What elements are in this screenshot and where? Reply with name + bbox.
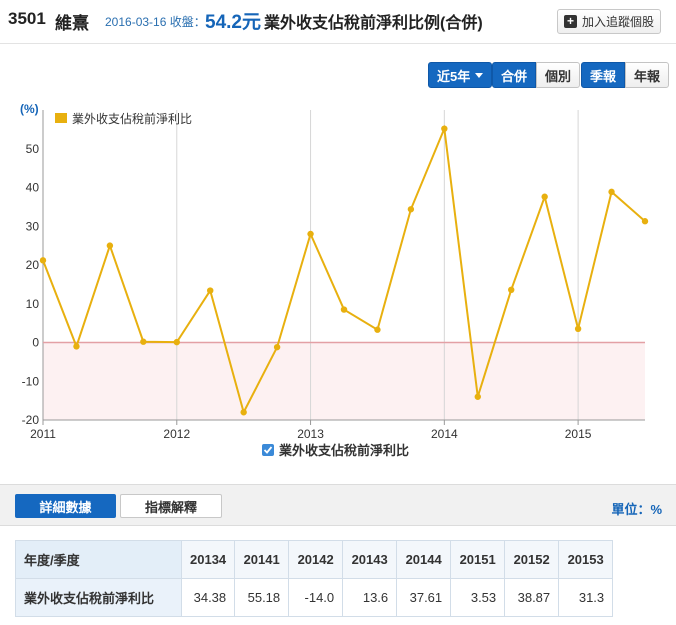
column-header-label: 20134: [190, 552, 227, 567]
data-point: [39, 257, 47, 264]
header: 3501 維熹 2016-03-16 收盤： 54.2元 業外收支佔稅前淨利比例…: [0, 0, 676, 44]
y-tick-label: -10: [22, 374, 40, 388]
x-tick-label: 2013: [297, 427, 324, 441]
individual-button[interactable]: 個別: [536, 62, 581, 88]
data-point: [207, 287, 214, 294]
quarterly-button[interactable]: 季報: [581, 62, 626, 88]
data-point: [641, 218, 649, 225]
data-point: [541, 193, 548, 200]
table-row: 業外收支佔稅前淨利比 34.38 55.18 -14.0 13.6 37.61 …: [15, 578, 614, 617]
check-icon: [263, 446, 273, 454]
table-column-header: 20141: [234, 540, 290, 579]
annual-button[interactable]: 年報: [625, 62, 670, 88]
data-point: [273, 343, 281, 351]
table-cell: 31.3: [558, 578, 614, 617]
page-title: 業外收支佔稅前淨利比例(合併): [264, 15, 483, 32]
table-column-header: 20144: [396, 540, 452, 579]
data-point: [73, 343, 80, 350]
legend-swatch: [55, 113, 67, 123]
unit-label: 單位：%: [611, 502, 662, 517]
y-tick-label: 10: [26, 297, 40, 311]
data-point: [574, 325, 582, 333]
table-cell: 55.18: [234, 578, 290, 617]
negative-band: [43, 342, 645, 420]
table-cell: 37.61: [396, 578, 452, 617]
x-tick-label: 2014: [431, 427, 458, 441]
bottom-legend-label: 業外收支佔稅前淨利比: [278, 443, 409, 458]
table-cell: 38.87: [504, 578, 560, 617]
table-header-row: 年度/季度 20134 20141 20142 20143 20144 2015…: [15, 540, 614, 579]
data-point: [374, 326, 381, 333]
close-date: 2016-03-16 收盤：: [105, 15, 206, 29]
data-point: [441, 125, 448, 132]
data-point: [608, 188, 615, 196]
stock-name: 維熹: [55, 14, 89, 33]
tab-details[interactable]: 詳細數據: [15, 494, 116, 518]
y-tick-label: 20: [26, 258, 40, 272]
y-tick-label: 40: [26, 181, 40, 195]
legend-label: 業外收支佔稅前淨利比: [72, 111, 192, 126]
range-selector: 近5年: [428, 62, 493, 88]
close-price: 54.2元: [205, 12, 261, 33]
data-point: [474, 393, 481, 400]
table-cell: -14.0: [288, 578, 344, 617]
y-tick-label: -20: [22, 413, 40, 427]
x-tick-label: 2015: [565, 427, 592, 441]
detail-tabs-bar: 詳細數據 指標解釋 單位：%: [0, 484, 676, 526]
table-cell: 34.38: [180, 578, 236, 617]
data-point: [173, 338, 180, 346]
range-dropdown[interactable]: 近5年: [428, 62, 493, 88]
line-chart: 2011 2012 2013 2014 2015 -20 -10 0 10 20 30 40 50 (%)…: [20, 102, 649, 458]
x-tick-label: 2012: [163, 427, 190, 441]
consolidation-toggle: 合併 個別: [492, 62, 581, 88]
stock-code: 3501: [8, 9, 46, 28]
y-tick-label: 30: [26, 219, 40, 233]
add-to-watchlist-button[interactable]: + 加入追蹤個股: [557, 9, 661, 34]
table-column-header: 20153: [558, 540, 614, 579]
data-point: [240, 409, 247, 416]
table-corner-label: 年度/季度: [15, 540, 182, 579]
data-point: [340, 306, 348, 313]
period-toggle: 季報 年報: [581, 62, 670, 88]
table-cell: 3.53: [450, 578, 506, 617]
y-axis-label: (%): [20, 102, 39, 116]
table-cell: 13.6: [342, 578, 398, 617]
table-column-header: 20142: [288, 540, 344, 579]
plus-icon: +: [564, 15, 577, 28]
data-point: [106, 242, 114, 249]
consolidated-button[interactable]: 合併: [492, 62, 537, 88]
data-point: [407, 206, 415, 213]
table-column-header: 20152: [504, 540, 560, 579]
y-tick-label: 0: [32, 336, 39, 350]
add-to-watchlist-label: 加入追蹤個股: [582, 15, 655, 29]
data-point: [140, 338, 147, 345]
tab-indicator[interactable]: 指標解釋: [120, 494, 222, 518]
table-column-header: 20151: [450, 540, 506, 579]
table-column-header: 20134: [180, 540, 236, 579]
y-tick-label: 50: [26, 142, 40, 156]
data-point: [508, 286, 515, 293]
table-column-header: 20143: [342, 540, 398, 579]
data-point: [307, 230, 314, 238]
range-label: 近5年: [437, 68, 471, 84]
data-table: 年度/季度 20134 20141 20142 20143 20144 2015…: [15, 540, 614, 617]
chevron-down-icon: [475, 72, 484, 78]
row-label: 業外收支佔稅前淨利比: [15, 578, 182, 617]
x-tick-label: 2011: [30, 427, 56, 441]
